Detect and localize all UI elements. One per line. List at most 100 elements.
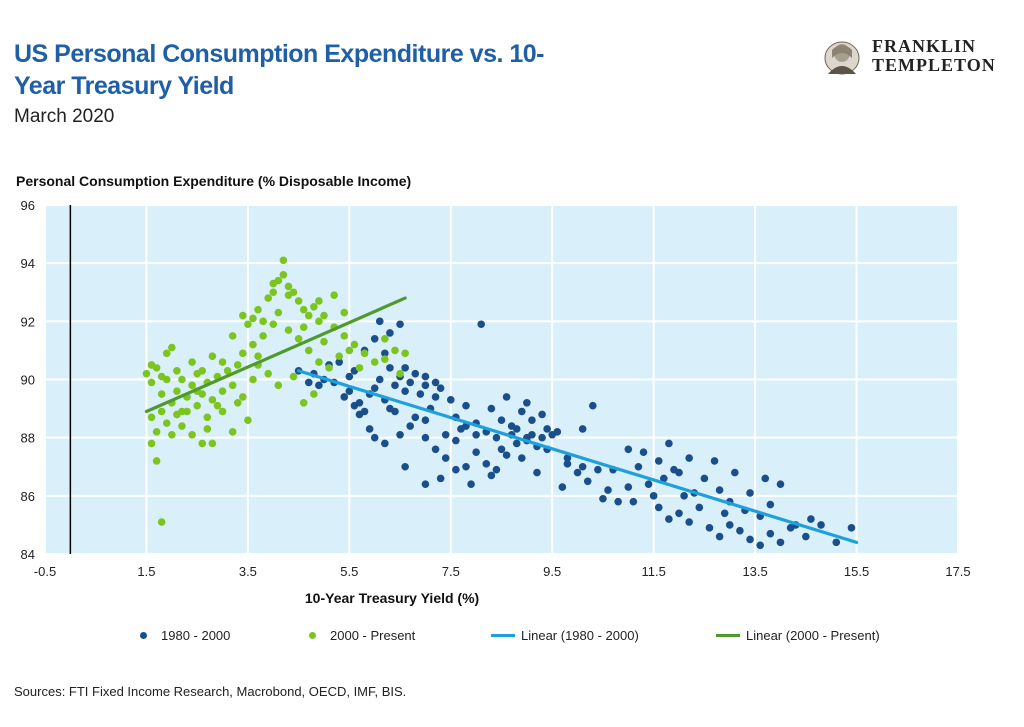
y-axis-title: Personal Consumption Expenditure (% Disp… [16, 173, 412, 189]
data-point-1980-2000 [563, 460, 572, 468]
data-point-2000-present [208, 396, 217, 404]
data-point-1980-2000 [644, 480, 653, 489]
data-point-2000-present [178, 422, 186, 430]
data-point-2000-present [244, 320, 252, 329]
data-point-1980-2000 [467, 480, 475, 489]
data-point-1980-2000 [715, 532, 724, 541]
data-point-1980-2000 [411, 413, 420, 422]
data-point-1980-2000 [401, 462, 409, 471]
x-tick-label: -0.5 [34, 564, 56, 579]
data-point-1980-2000 [502, 393, 511, 401]
data-point-2000-present [157, 390, 166, 398]
data-point-1980-2000 [832, 538, 841, 547]
data-point-1980-2000 [355, 410, 364, 419]
data-point-2000-present [279, 271, 288, 279]
data-point-2000-present [142, 369, 151, 378]
data-point-1980-2000 [685, 454, 693, 462]
data-point-2000-present [269, 320, 278, 329]
data-point-2000-present [254, 352, 262, 361]
data-point-2000-present [249, 375, 257, 384]
data-point-1980-2000 [370, 334, 379, 343]
legend-item-1980-2000: 1980 - 2000 [140, 628, 230, 643]
data-point-1980-2000 [731, 468, 739, 477]
data-point-2000-present [330, 291, 338, 299]
data-point-1980-2000 [340, 393, 349, 401]
data-point-1980-2000 [589, 401, 597, 410]
data-point-1980-2000 [386, 329, 394, 337]
data-point-2000-present [193, 401, 201, 410]
data-point-2000-present [355, 364, 364, 372]
data-point-1980-2000 [680, 492, 688, 500]
data-point-1980-2000 [345, 387, 354, 395]
data-point-1980-2000 [583, 477, 592, 486]
data-point-1980-2000 [462, 401, 470, 410]
x-tick-label: 5.5 [340, 564, 358, 579]
data-point-2000-present [370, 358, 379, 366]
data-point-2000-present [335, 352, 343, 361]
data-point-1980-2000 [335, 358, 343, 366]
data-point-1980-2000 [604, 486, 612, 494]
data-point-2000-present [218, 358, 227, 366]
data-point-1980-2000 [391, 381, 399, 390]
data-point-1980-2000 [517, 407, 526, 416]
data-point-2000-present [239, 311, 247, 320]
data-point-1980-2000 [386, 404, 394, 413]
data-point-1980-2000 [421, 480, 430, 489]
data-point-2000-present [188, 381, 196, 390]
data-point-1980-2000 [452, 436, 460, 445]
data-point-1980-2000 [421, 381, 430, 390]
data-point-1980-2000 [599, 494, 607, 503]
data-point-1980-2000 [543, 425, 551, 433]
data-point-1980-2000 [406, 378, 415, 387]
data-point-2000-present [269, 279, 278, 288]
data-point-2000-present [396, 369, 404, 378]
data-point-1980-2000 [578, 462, 587, 471]
data-point-1980-2000 [685, 518, 693, 526]
data-point-2000-present [304, 311, 313, 320]
x-tick-label: 15.5 [844, 564, 869, 579]
data-point-2000-present [310, 302, 318, 311]
data-point-1980-2000 [462, 462, 470, 471]
data-point-2000-present [279, 256, 288, 265]
data-point-2000-present [381, 355, 389, 363]
data-point-2000-present [157, 518, 166, 526]
data-point-1980-2000 [629, 497, 638, 506]
data-point-1980-2000 [396, 430, 404, 439]
data-point-1980-2000 [766, 529, 775, 538]
data-point-2000-present [173, 366, 181, 375]
data-point-1980-2000 [512, 439, 521, 448]
data-point-1980-2000 [396, 320, 404, 329]
data-point-1980-2000 [558, 483, 567, 491]
data-point-2000-present [304, 346, 313, 355]
data-point-1980-2000 [538, 410, 546, 419]
data-point-2000-present [173, 387, 181, 395]
data-point-1980-2000 [725, 521, 734, 529]
data-point-2000-present [340, 332, 349, 340]
data-point-1980-2000 [563, 454, 572, 462]
data-point-2000-present [218, 387, 227, 395]
data-point-2000-present [360, 349, 369, 358]
trendline-linear-2000-present [144, 296, 407, 414]
logo-wordmark: FRANKLIN TEMPLETON [872, 37, 996, 75]
data-point-2000-present [249, 314, 257, 323]
data-point-1980-2000 [446, 396, 455, 404]
y-tick-label: 94 [21, 256, 35, 271]
data-point-1980-2000 [304, 378, 313, 387]
data-point-2000-present [208, 439, 217, 448]
legend-label-1980-2000: 1980 - 2000 [161, 628, 231, 643]
data-point-1980-2000 [436, 474, 445, 483]
data-point-2000-present [259, 317, 267, 326]
data-point-1980-2000 [649, 492, 658, 500]
data-point-1980-2000 [538, 433, 546, 442]
legend-line-linear-2000-present [716, 634, 740, 637]
data-point-2000-present [147, 361, 156, 369]
data-point-1980-2000 [528, 430, 536, 439]
data-point-1980-2000 [355, 398, 364, 407]
data-point-2000-present [264, 369, 272, 378]
data-point-2000-present [239, 349, 247, 358]
data-point-1980-2000 [375, 375, 384, 384]
data-point-2000-present [340, 308, 349, 317]
data-point-1980-2000 [487, 471, 496, 480]
data-point-1980-2000 [472, 448, 480, 457]
data-point-1980-2000 [517, 454, 526, 462]
